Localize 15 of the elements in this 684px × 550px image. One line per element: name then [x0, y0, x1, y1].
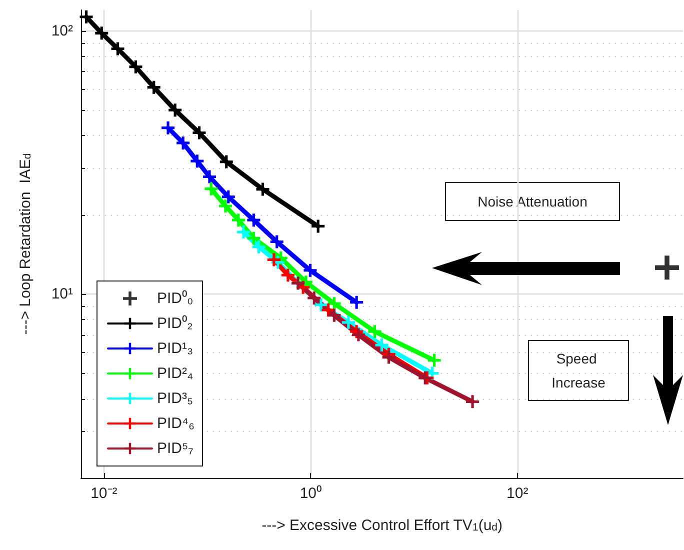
y-axis-title: ---> Loop Retardation IAEd — [17, 153, 34, 335]
x-tick-label: 10² — [506, 485, 528, 502]
legend-label: PID⁵₇ — [157, 440, 194, 457]
x-tick-label: 10⁻² — [90, 485, 118, 502]
x-axis-title: ---> Excessive Control Effort TV1(ud) — [262, 517, 503, 534]
legend-label: PID¹₃ — [157, 340, 194, 357]
legend-label: PID²₄ — [157, 365, 194, 382]
legend-label: PID³₅ — [157, 390, 194, 407]
annotation: Noise Attenuation — [478, 194, 588, 210]
legend-label: PID⁴₆ — [157, 415, 194, 432]
legend-label: PID⁰₂ — [157, 315, 194, 332]
legend-label: PID⁰₀ — [157, 290, 194, 307]
annotation: Speed Increase — [552, 350, 606, 390]
x-tick-label: 10⁰ — [300, 485, 322, 502]
y-tick-label: 10¹ — [51, 286, 73, 303]
